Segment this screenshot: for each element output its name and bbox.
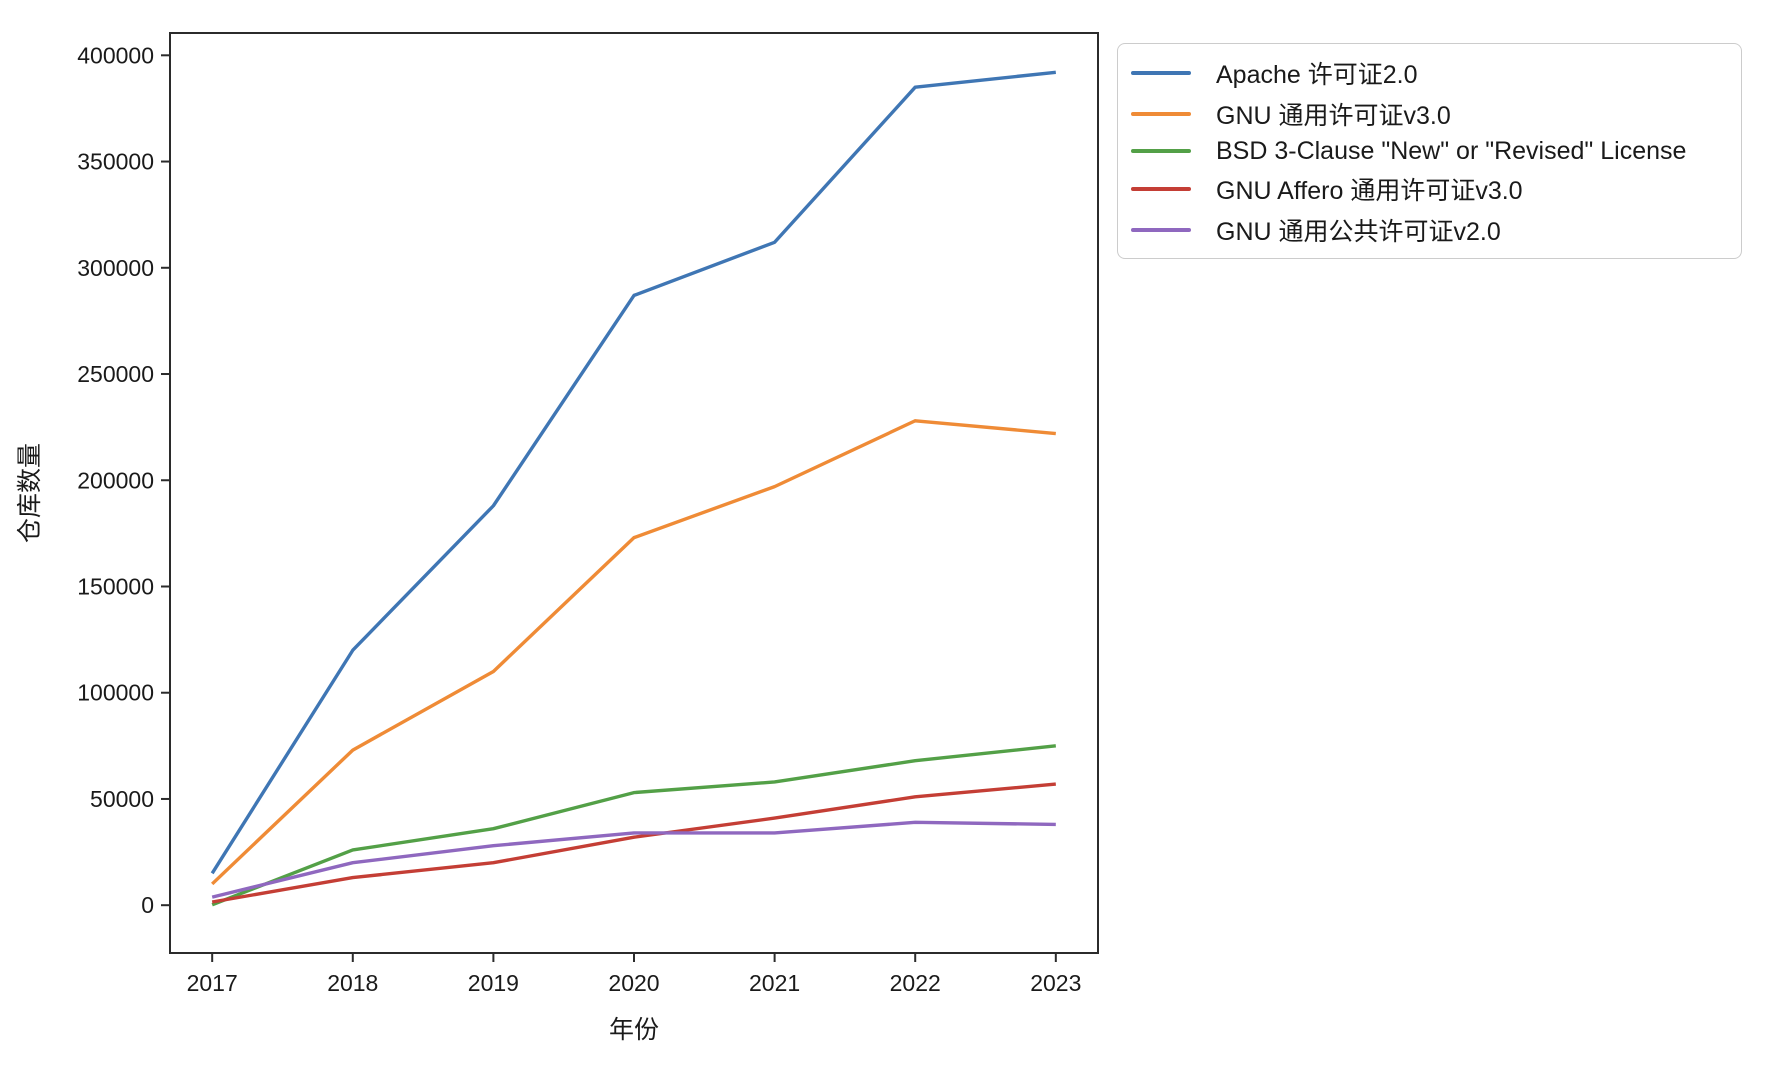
- legend-line-swatch: [1131, 70, 1191, 75]
- y-tick-label: 150000: [77, 573, 154, 599]
- legend-item: GNU Affero 通用许可证v3.0: [1118, 171, 1741, 207]
- x-tick-label: 2019: [468, 970, 519, 996]
- legend-label: GNU Affero 通用许可证v3.0: [1216, 176, 1523, 205]
- legend-item: Apache 许可证2.0: [1118, 55, 1741, 91]
- y-axis-ticks: 0 50000 100000 150000 200000 250000 300000 3500…: [77, 42, 170, 918]
- y-tick-label: 100000: [77, 680, 154, 706]
- y-tick-label: 300000: [77, 255, 154, 281]
- legend-item: GNU 通用公共许可证v2.0: [1118, 212, 1741, 248]
- legend-line-swatch: [1131, 111, 1191, 116]
- legend-line-swatch: [1131, 149, 1191, 153]
- x-tick-label: 2017: [187, 970, 238, 996]
- series-line: [211, 419, 1056, 886]
- legend-label: Apache 许可证2.0: [1216, 60, 1418, 89]
- legend-item: GNU 通用许可证v3.0: [1118, 96, 1741, 132]
- legend-label: BSD 3-Clause "New" or "Revised" License: [1216, 136, 1687, 165]
- y-tick-label: 250000: [77, 361, 154, 387]
- legend-label: GNU 通用公共许可证v2.0: [1216, 217, 1501, 246]
- series-lines: [210, 70, 1056, 907]
- x-tick-label: 2023: [1030, 970, 1081, 996]
- legend-item: BSD 3-Clause "New" or "Revised" License: [1118, 137, 1741, 166]
- x-tick-label: 2020: [608, 970, 659, 996]
- y-tick-label: 350000: [77, 149, 154, 175]
- y-tick-label: 0: [141, 892, 154, 918]
- series-line: [211, 744, 1056, 907]
- y-tick-label: 200000: [77, 467, 154, 493]
- y-tick-label: 50000: [90, 786, 154, 812]
- legend: Apache 许可证2.0 GNU 通用许可证v3.0 BSD 3-Clause "…: [1117, 43, 1742, 259]
- x-tick-label: 2018: [327, 970, 378, 996]
- series-line: [210, 70, 1056, 875]
- legend-line-swatch: [1131, 227, 1191, 232]
- x-tick-label: 2021: [749, 970, 800, 996]
- y-tick-label: 400000: [77, 42, 154, 68]
- legend-line-swatch: [1131, 186, 1191, 191]
- y-axis-title: 仓库数量: [16, 443, 44, 543]
- legend-label: GNU 通用许可证v3.0: [1216, 101, 1451, 130]
- x-axis-ticks: 2017 2018 2019 2020 2021 2022 2023: [187, 953, 1081, 996]
- x-tick-label: 2022: [890, 970, 941, 996]
- series-line: [211, 782, 1056, 904]
- series-line: [211, 820, 1056, 899]
- plot-border: [169, 32, 1099, 954]
- x-axis-title: 年份: [609, 1016, 659, 1044]
